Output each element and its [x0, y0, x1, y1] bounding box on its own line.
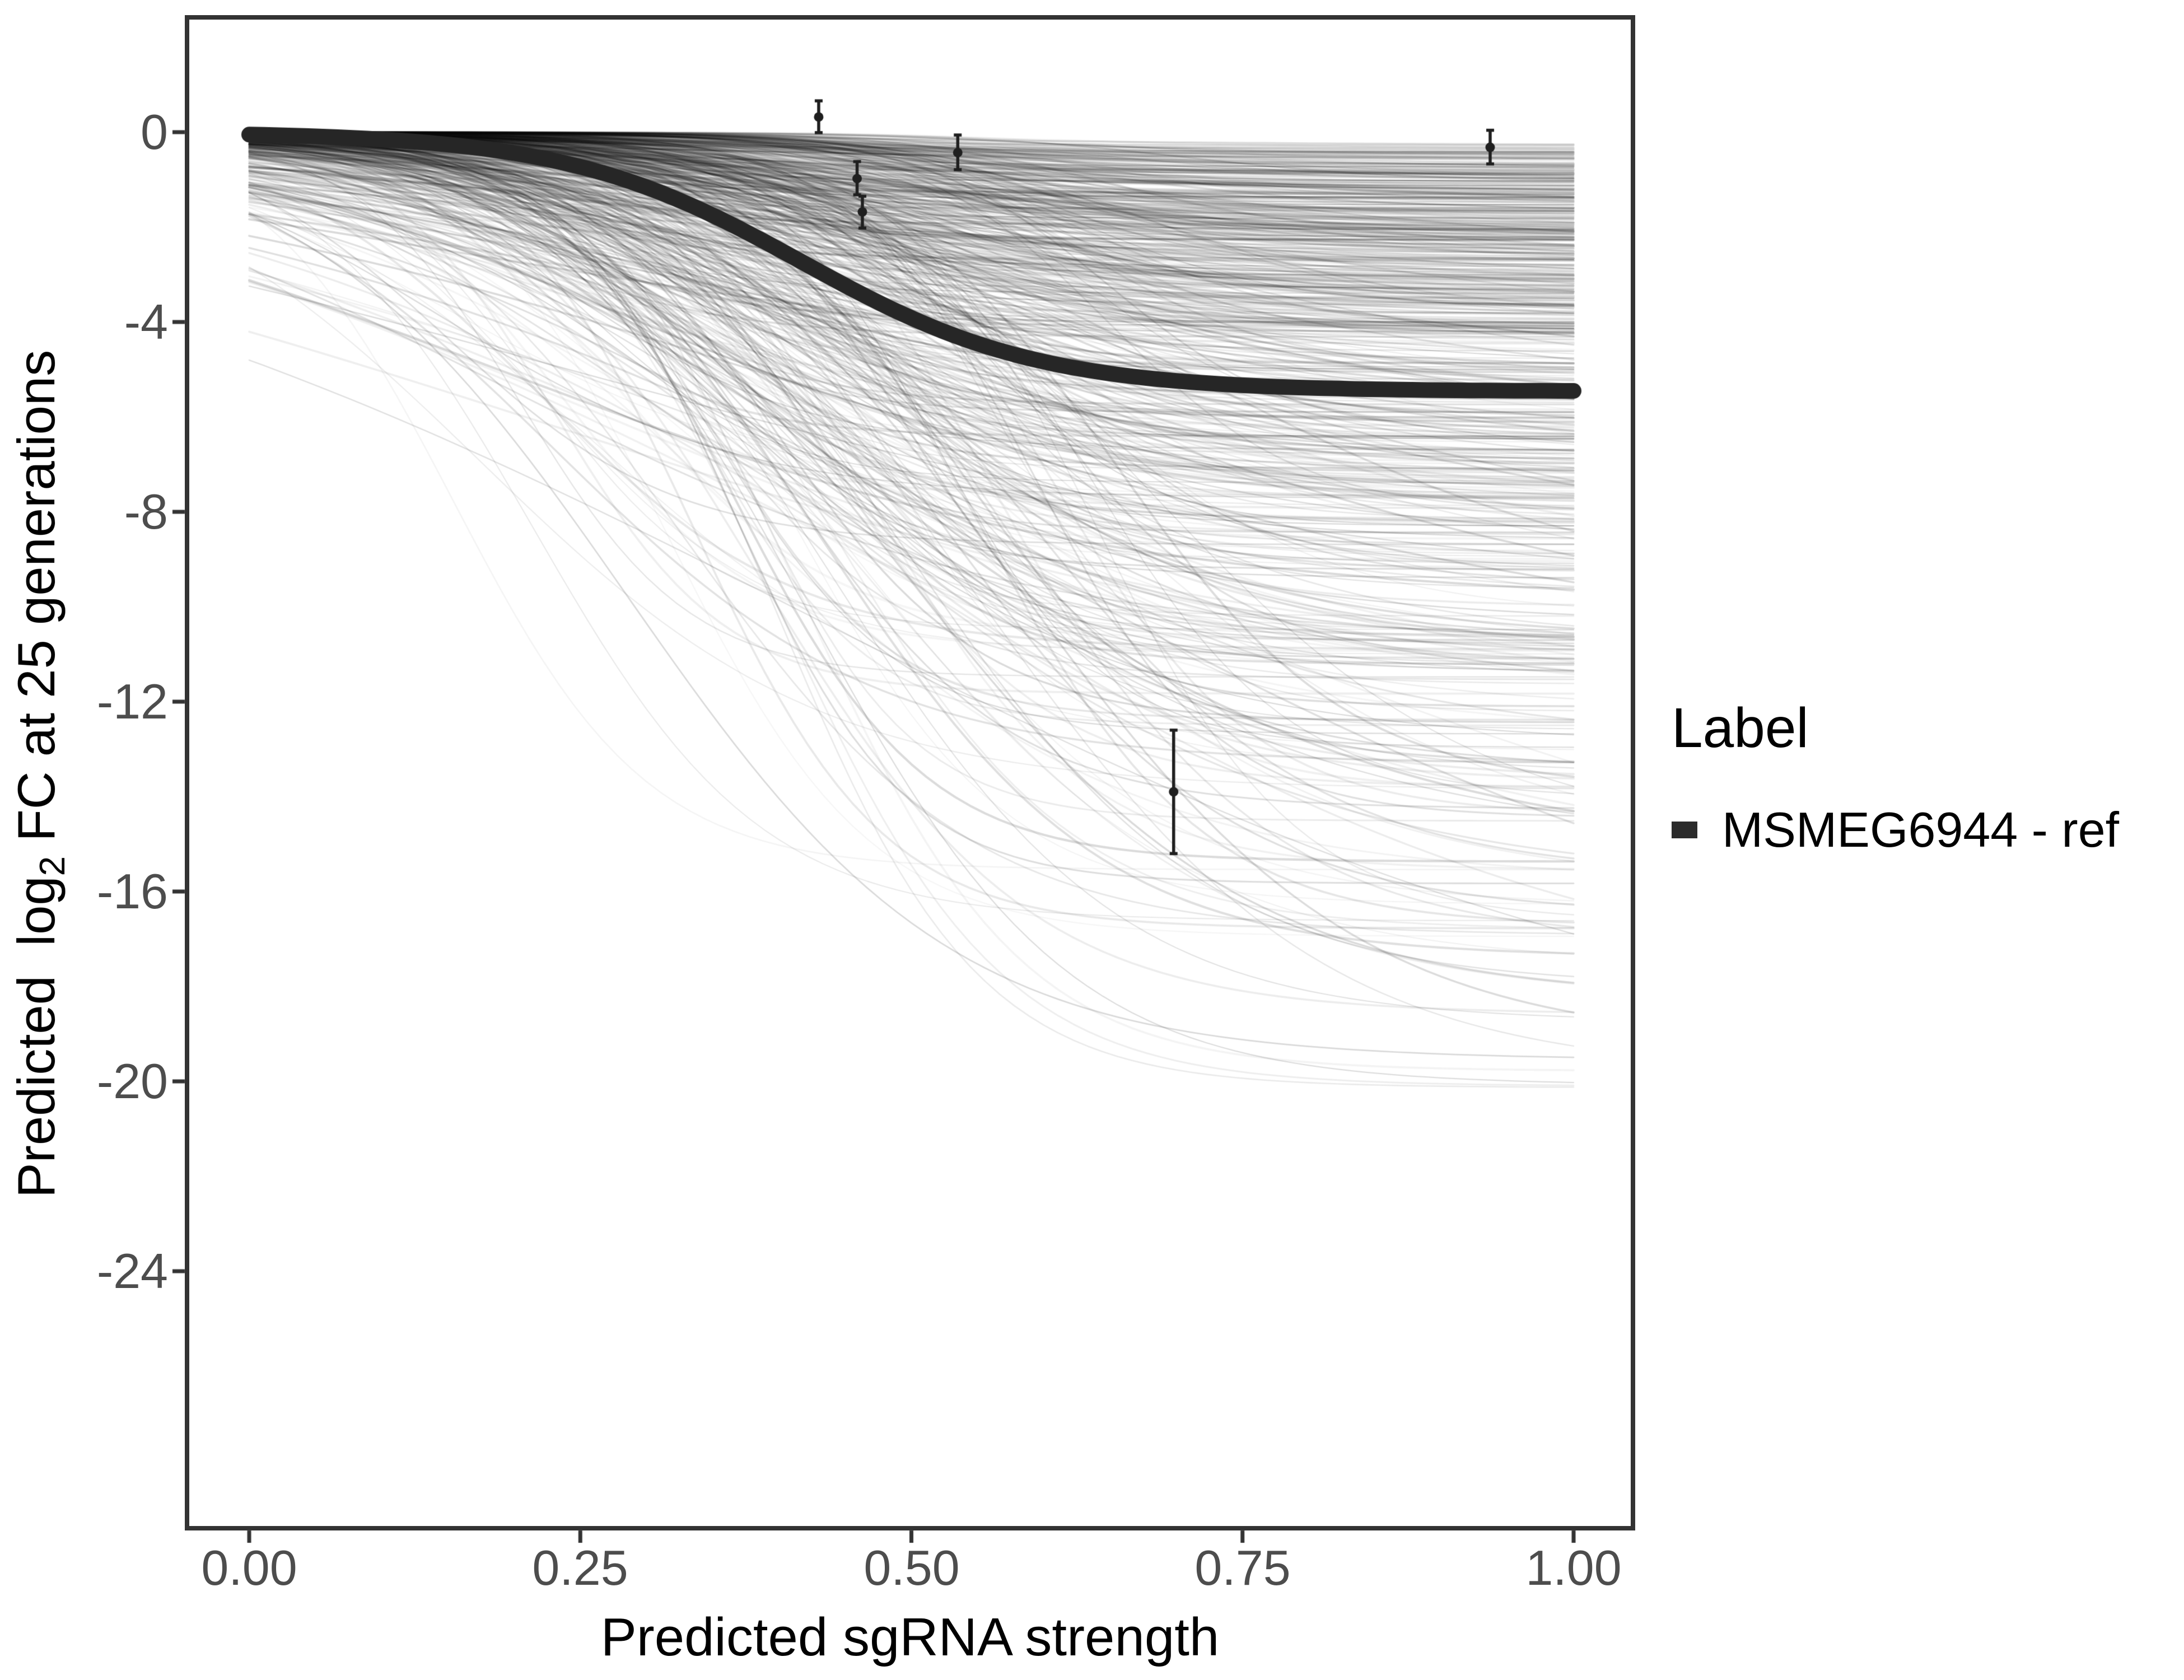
legend-line-key-icon [1672, 822, 1697, 838]
legend: Label MSMEG6944 - ref [1672, 697, 2119, 855]
x-tick-label: 1.00 [1525, 1540, 1622, 1595]
y-axis-title-text: FC at 25 generations [7, 349, 66, 856]
y-tick-label: 0 [141, 104, 168, 160]
x-tick-label: 0.50 [864, 1540, 960, 1595]
y-tick-label: -4 [124, 294, 168, 349]
x-tick-label: 0.25 [532, 1540, 628, 1595]
y-axis-title: Predicted log2 FC at 25 generations [7, 349, 72, 1198]
x-tick-label: 0.75 [1194, 1540, 1291, 1595]
y-axis-title-subscript: 2 [31, 856, 72, 876]
y-tick-label: -24 [96, 1243, 168, 1299]
legend-title: Label [1672, 697, 1809, 759]
x-tick-label: 0.00 [201, 1540, 297, 1595]
y-tick-label: -8 [124, 484, 168, 539]
legend-item-label: MSMEG6944 - ref [1722, 802, 2120, 857]
legend-item-msmeg6944: MSMEG6944 - ref [1672, 805, 2119, 855]
y-tick-label: -16 [96, 864, 168, 919]
y-tick-label: -12 [96, 674, 168, 729]
x-axis-title: Predicted sgRNA strength [600, 1607, 1220, 1667]
y-axis-title-text: Predicted log [7, 876, 66, 1198]
y-tick-label: -20 [96, 1053, 168, 1109]
